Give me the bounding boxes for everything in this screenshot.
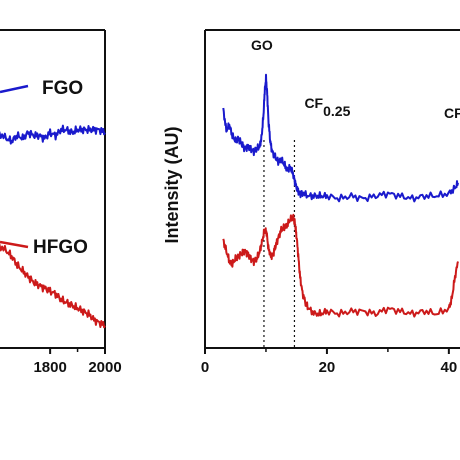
right-x-tick-label: 40 bbox=[441, 359, 458, 376]
legend-fgo-swatch bbox=[0, 84, 29, 94]
legend-hfgo-label: HFGO bbox=[33, 237, 88, 258]
legend-hfgo-swatch bbox=[0, 240, 29, 249]
left-x-tick-label: 1800 bbox=[33, 359, 66, 376]
right-panel: 0 20 40 GO CF0.25 CF Intensity (AU) bbox=[162, 29, 460, 376]
annotation-go: GO bbox=[251, 37, 273, 53]
annotation-cf-025: CF0.25 bbox=[304, 95, 350, 119]
left-series-fgo bbox=[0, 124, 106, 145]
left-series-hfgo bbox=[0, 243, 106, 329]
annotation-cf: CF bbox=[444, 105, 460, 121]
right-x-tick-label: 0 bbox=[201, 359, 209, 376]
right-series-cf0-25 bbox=[222, 213, 459, 318]
legend-fgo-label: FGO bbox=[42, 78, 83, 99]
right-y-axis-label: Intensity (AU) bbox=[162, 126, 182, 243]
left-x-tick-label: 2000 bbox=[88, 359, 121, 376]
right-x-tick-label: 20 bbox=[319, 359, 336, 376]
right-series-go bbox=[222, 73, 459, 203]
left-panel: 1800 2000 FGO HFGO bbox=[0, 29, 122, 376]
